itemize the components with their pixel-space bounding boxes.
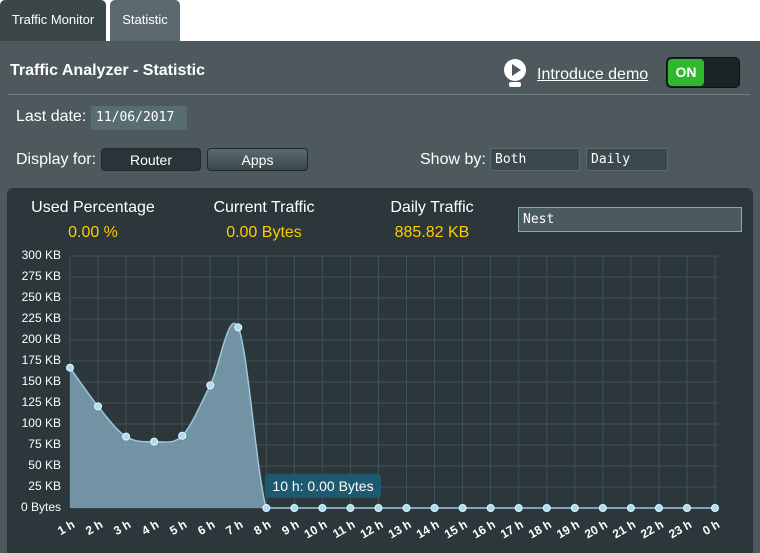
label: Display for: bbox=[16, 151, 97, 168]
y-tick-label: 50 KB bbox=[28, 458, 61, 472]
button[interactable]: Apps bbox=[207, 148, 308, 171]
x-tick-label: 0 h bbox=[700, 517, 722, 538]
point bbox=[711, 504, 719, 512]
x-tick-label: 4 h bbox=[139, 517, 161, 538]
y-tick-label: 150 KB bbox=[22, 374, 61, 388]
point bbox=[626, 504, 635, 512]
button[interactable]: Router bbox=[101, 148, 201, 171]
x-tick-label: 21 h bbox=[610, 517, 638, 541]
point bbox=[458, 504, 467, 512]
y-tick-label: 125 KB bbox=[22, 395, 61, 409]
x-tick-label: 16 h bbox=[470, 517, 498, 541]
point bbox=[374, 504, 383, 512]
x-tick-label: 23 h bbox=[666, 517, 694, 541]
point bbox=[598, 504, 607, 512]
point bbox=[542, 504, 551, 512]
x-tick-label: 22 h bbox=[638, 517, 666, 541]
x-tick-label: 14 h bbox=[414, 517, 442, 541]
x-tick-label: 6 h bbox=[195, 517, 217, 538]
stat-value: 0.00 Bytes bbox=[226, 224, 302, 241]
select[interactable]: Daily bbox=[586, 148, 668, 171]
x-tick-label: 8 h bbox=[251, 517, 273, 538]
point bbox=[514, 504, 523, 512]
area bbox=[70, 323, 715, 508]
point bbox=[486, 504, 495, 512]
tab[interactable]: Traffic Monitor bbox=[0, 0, 106, 41]
y-tick-label: 0 Bytes bbox=[21, 500, 61, 514]
select[interactable]: Both bbox=[490, 148, 580, 171]
stat-label: Daily Traffic bbox=[390, 199, 474, 216]
y-tick-label: 250 KB bbox=[22, 290, 61, 304]
x-tick-label: 19 h bbox=[554, 517, 582, 541]
x-tick-label: 20 h bbox=[582, 517, 610, 541]
y-tick-label: 200 KB bbox=[22, 332, 61, 346]
stat-value: 885.82 KB bbox=[394, 224, 470, 241]
x-tick-label: 9 h bbox=[279, 517, 301, 538]
x-tick-label: 12 h bbox=[358, 517, 386, 541]
x-tick-label: 11 h bbox=[330, 517, 357, 541]
stat-label: Used Percentage bbox=[31, 199, 155, 216]
x-tick-label: 18 h bbox=[526, 517, 554, 541]
demo-link[interactable]: Introduce demo bbox=[537, 66, 649, 83]
date-input[interactable]: 11/06/2017 bbox=[91, 106, 187, 130]
x-tick-label: 13 h bbox=[386, 517, 414, 541]
point bbox=[402, 504, 411, 512]
point bbox=[430, 504, 439, 512]
point bbox=[262, 504, 271, 512]
toggle-label: ON bbox=[668, 59, 704, 86]
point bbox=[122, 432, 131, 441]
y-tick-label: 225 KB bbox=[22, 311, 61, 325]
tab-bar: Traffic Monitor Statistic bbox=[0, 0, 760, 41]
point bbox=[654, 504, 663, 512]
tooltip: 10 h: 0.00 Bytes bbox=[265, 474, 381, 498]
y-tick-label: 100 KB bbox=[22, 416, 61, 430]
point bbox=[346, 504, 355, 512]
tab[interactable]: Statistic bbox=[110, 0, 180, 41]
point bbox=[178, 431, 187, 440]
divider bbox=[8, 94, 750, 95]
stat-value: 0.00 % bbox=[68, 224, 118, 241]
y-tick-label: 275 KB bbox=[22, 269, 61, 283]
point bbox=[94, 402, 103, 411]
x-tick-label: 17 h bbox=[498, 517, 526, 541]
stat-label: Current Traffic bbox=[213, 199, 315, 216]
x-tick-label: 2 h bbox=[83, 517, 105, 538]
x-tick-label: 15 h bbox=[442, 517, 470, 541]
y-tick-label: 300 KB bbox=[22, 248, 61, 262]
point bbox=[150, 437, 159, 446]
label: Show by: bbox=[420, 151, 486, 168]
x-tick-label: 7 h bbox=[223, 517, 245, 538]
point bbox=[290, 504, 299, 512]
point bbox=[682, 504, 691, 512]
point bbox=[570, 504, 579, 512]
x-tick-label: 10 h bbox=[302, 517, 330, 541]
demo-icon[interactable] bbox=[503, 58, 527, 88]
label: Last date: bbox=[16, 108, 87, 125]
y-tick-label: 25 KB bbox=[28, 479, 61, 493]
y-tick-label: 75 KB bbox=[28, 437, 61, 451]
point bbox=[318, 504, 327, 512]
device-select[interactable]: Nest bbox=[518, 207, 742, 232]
toggle[interactable]: ON bbox=[666, 57, 740, 88]
page-title: Traffic Analyzer - Statistic bbox=[10, 62, 206, 79]
point bbox=[206, 381, 215, 390]
x-tick-label: 3 h bbox=[111, 517, 133, 538]
y-tick-label: 175 KB bbox=[22, 353, 61, 367]
x-tick-label: 1 h bbox=[55, 517, 77, 538]
point bbox=[66, 363, 74, 372]
point bbox=[234, 323, 243, 332]
x-tick-label: 5 h bbox=[167, 517, 189, 538]
